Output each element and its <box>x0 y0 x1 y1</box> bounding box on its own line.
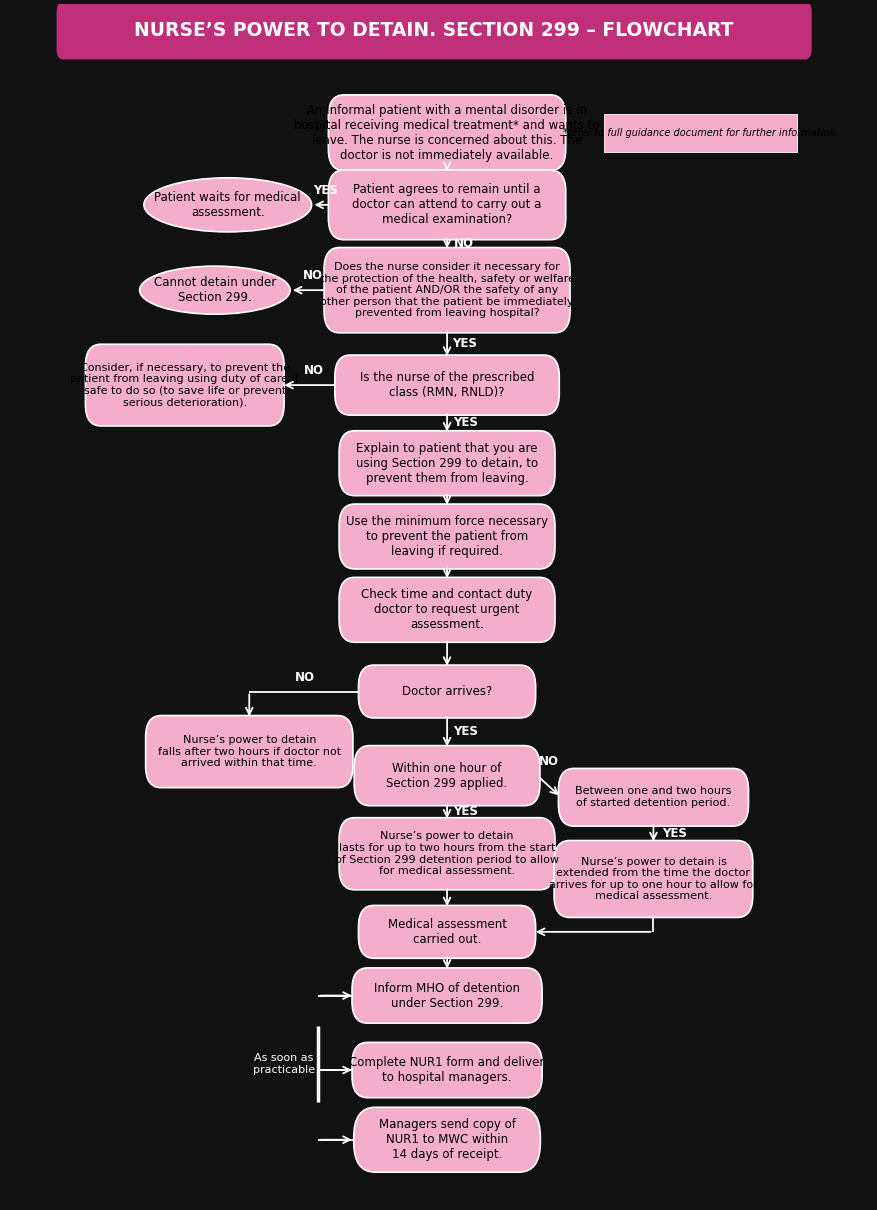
FancyBboxPatch shape <box>328 94 566 171</box>
Text: Complete NUR1 form and deliver
to hospital managers.: Complete NUR1 form and deliver to hospit… <box>349 1056 545 1084</box>
FancyBboxPatch shape <box>559 768 748 826</box>
Text: An informal patient with a mental disorder is in
hospital receiving medical trea: An informal patient with a mental disord… <box>295 104 600 162</box>
FancyBboxPatch shape <box>328 169 566 240</box>
Ellipse shape <box>144 178 311 232</box>
Text: NO: NO <box>303 364 324 378</box>
FancyBboxPatch shape <box>352 1042 542 1097</box>
Text: Check time and contact duty
doctor to request urgent
assessment.: Check time and contact duty doctor to re… <box>361 588 532 632</box>
Text: NO: NO <box>454 237 474 250</box>
Text: Is the nurse of the prescribed
class (RMN, RNLD)?: Is the nurse of the prescribed class (RM… <box>360 371 534 399</box>
Text: Nurse’s power to detain
lasts for up to two hours from the start
of Section 299 : Nurse’s power to detain lasts for up to … <box>335 831 559 876</box>
FancyBboxPatch shape <box>354 745 540 806</box>
Text: Use the minimum force necessary
to prevent the patient from
leaving if required.: Use the minimum force necessary to preve… <box>346 515 548 558</box>
Text: Does the nurse consider it necessary for
the protection of the health, safety or: Does the nurse consider it necessary for… <box>319 261 574 318</box>
FancyBboxPatch shape <box>57 1 812 59</box>
FancyBboxPatch shape <box>604 114 797 152</box>
Text: YES: YES <box>453 416 479 430</box>
Text: NURSE’S POWER TO DETAIN. SECTION 299 – FLOWCHART: NURSE’S POWER TO DETAIN. SECTION 299 – F… <box>134 21 734 40</box>
FancyBboxPatch shape <box>339 577 555 643</box>
Text: YES: YES <box>453 805 479 818</box>
Text: YES: YES <box>662 826 688 840</box>
FancyBboxPatch shape <box>146 715 353 788</box>
FancyBboxPatch shape <box>359 666 536 718</box>
Ellipse shape <box>139 266 290 315</box>
Text: NO: NO <box>303 270 323 282</box>
FancyBboxPatch shape <box>324 248 570 333</box>
Text: Patient agrees to remain until a
doctor can attend to carry out a
medical examin: Patient agrees to remain until a doctor … <box>353 184 542 226</box>
Text: Consider, if necessary, to prevent the
patient from leaving using duty of care i: Consider, if necessary, to prevent the p… <box>70 363 299 408</box>
FancyBboxPatch shape <box>554 841 752 917</box>
Text: Explain to patient that you are
using Section 299 to detain, to
prevent them fro: Explain to patient that you are using Se… <box>356 442 538 485</box>
Text: Cannot detain under
Section 299.: Cannot detain under Section 299. <box>153 276 276 304</box>
Text: Within one hour of
Section 299 applied.: Within one hour of Section 299 applied. <box>387 761 508 790</box>
FancyBboxPatch shape <box>335 355 560 415</box>
FancyBboxPatch shape <box>339 505 555 569</box>
FancyBboxPatch shape <box>352 968 542 1024</box>
Text: Managers send copy of
NUR1 to MWC within
14 days of receipt.: Managers send copy of NUR1 to MWC within… <box>379 1118 516 1162</box>
Text: Patient waits for medical
assessment.: Patient waits for medical assessment. <box>154 191 301 219</box>
FancyBboxPatch shape <box>339 818 555 889</box>
Text: Between one and two hours
of started detention period.: Between one and two hours of started det… <box>575 786 731 808</box>
Text: Inform MHO of detention
under Section 299.: Inform MHO of detention under Section 29… <box>374 981 520 1009</box>
FancyBboxPatch shape <box>359 905 536 958</box>
FancyBboxPatch shape <box>339 431 555 496</box>
Text: *refer to full guidance document for further information.: *refer to full guidance document for fur… <box>563 128 838 138</box>
Text: YES: YES <box>452 338 477 351</box>
Text: YES: YES <box>313 184 338 197</box>
Text: YES: YES <box>453 725 479 738</box>
FancyBboxPatch shape <box>85 344 284 426</box>
Text: Medical assessment
carried out.: Medical assessment carried out. <box>388 918 507 946</box>
Text: Nurse’s power to detain is
extended from the time the doctor
arrives for up to o: Nurse’s power to detain is extended from… <box>549 857 758 901</box>
Text: Nurse’s power to detain
falls after two hours if doctor not
arrived within that : Nurse’s power to detain falls after two … <box>158 734 341 768</box>
Text: NO: NO <box>296 670 315 684</box>
FancyBboxPatch shape <box>353 1107 540 1172</box>
Text: As soon as
practicable: As soon as practicable <box>253 1053 315 1074</box>
Text: Doctor arrives?: Doctor arrives? <box>402 685 492 698</box>
Text: NO: NO <box>539 755 560 767</box>
